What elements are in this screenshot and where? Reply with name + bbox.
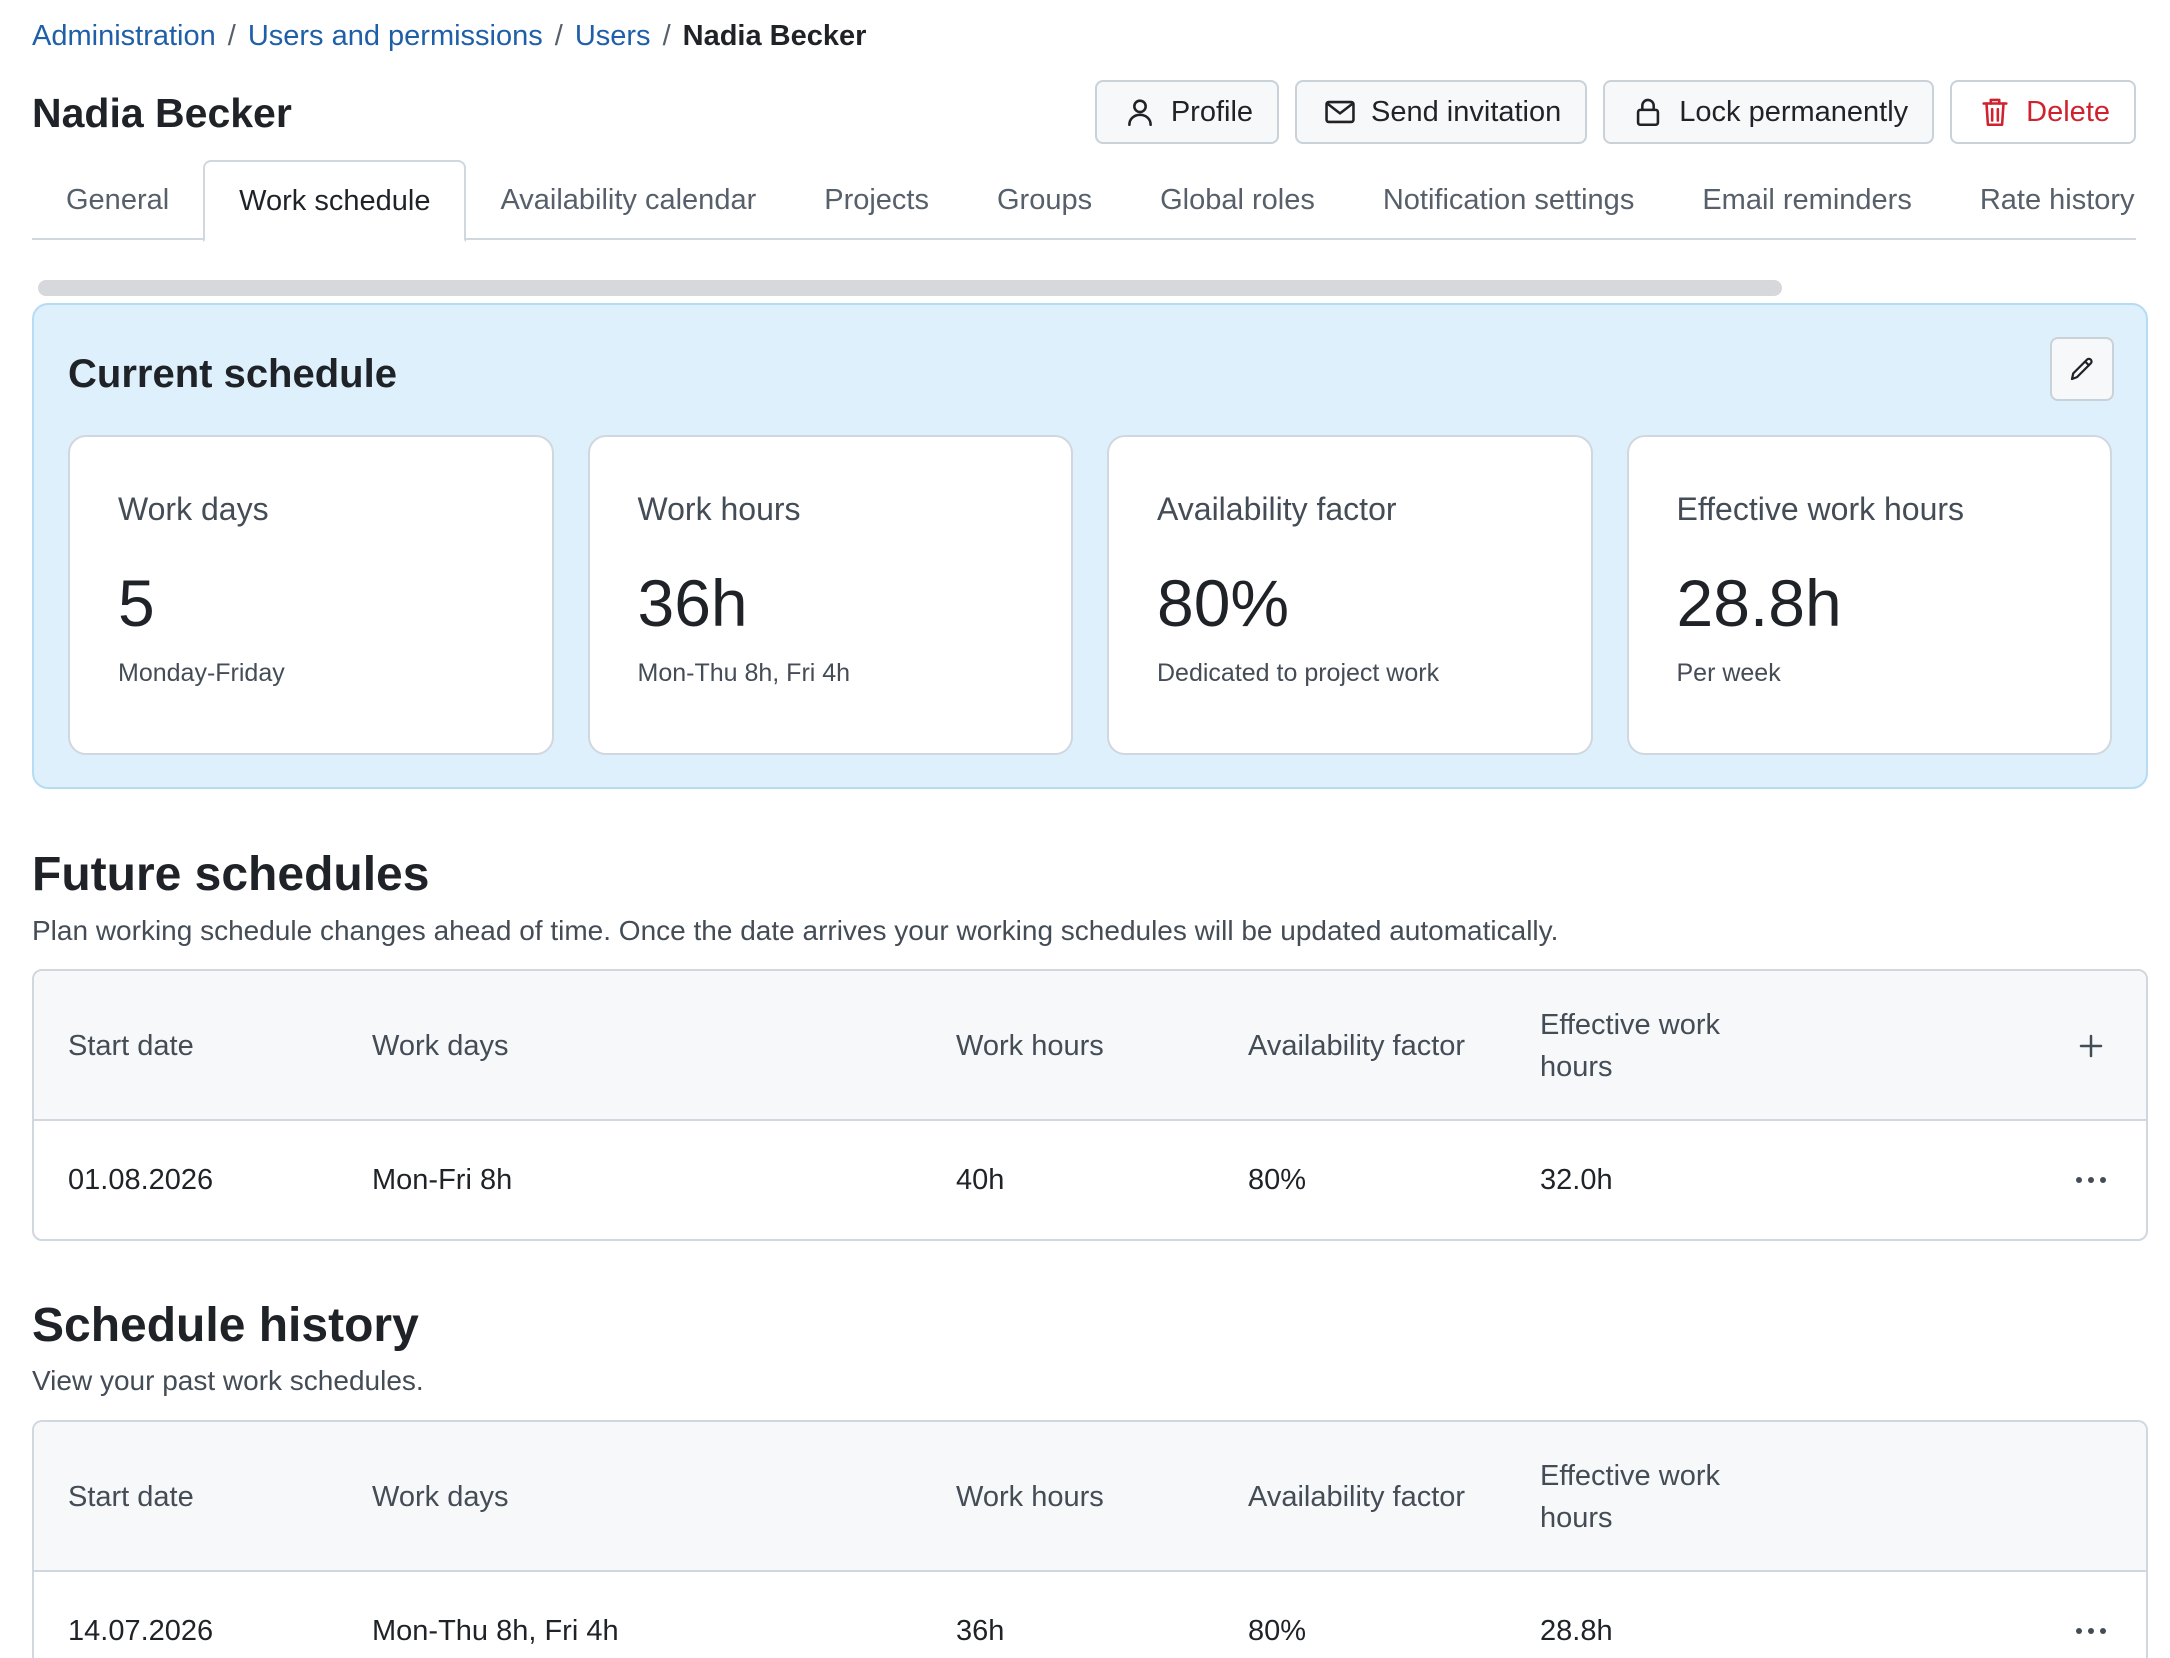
availability-factor-card: Availability factor 80% Dedicated to pro… [1107,435,1593,755]
breadcrumb-separator: / [554,20,563,52]
effective-work-hours-card: Effective work hours 28.8h Per week [1626,435,2112,755]
schedule-history-title: Schedule history [32,1299,419,1352]
breadcrumb-users-and-permissions[interactable]: Users and permissions [247,20,543,52]
future-schedules-title: Future schedules [32,848,430,901]
column-header-effective-work-hours: Effective work hours [1540,1009,1720,1083]
profile-button[interactable]: Profile [1094,80,1280,144]
column-header-effective-work-hours: Effective work hours [1540,1460,1720,1534]
table-header: Start date Work days Work hours Availabi… [34,1422,2146,1572]
column-header-availability-factor: Availability factor [1248,1481,1466,1513]
column-header-work-hours: Work hours [956,1030,1104,1062]
tab-projects[interactable]: Projects [824,183,929,216]
breadcrumb-separator: / [662,20,671,52]
work-hours-card: Work hours 36h Mon-Thu 8h, Fri 4h [587,435,1073,755]
cell-work-hours: 36h [956,1614,1005,1647]
schedule-summary-cards: Work days 5 Monday-Friday Work hours 36h… [68,435,2112,755]
plus-icon [2079,1034,2103,1058]
cell-availability-factor: 80% [1248,1163,1307,1196]
tab-bar: General Work schedule Availability calen… [32,160,2136,242]
tab-email-reminders[interactable]: Email reminders [1702,183,1912,216]
lock-permanently-button-label: Lock permanently [1679,95,1909,128]
column-header-start-date: Start date [68,1481,194,1513]
more-horizontal-icon [2076,1177,2106,1183]
cell-start-date: 01.08.2026 [68,1163,214,1196]
future-schedules-description: Plan working schedule changes ahead of t… [32,915,1559,946]
tab-notification-settings[interactable]: Notification settings [1382,183,1635,216]
current-schedule-title: Current schedule [68,352,397,396]
cell-effective-work-hours: 28.8h [1540,1614,1613,1647]
trash-icon [1982,98,2008,127]
column-header-work-days: Work days [372,1030,509,1062]
breadcrumb: Administration / Users and permissions /… [32,18,866,54]
tab-general[interactable]: General [66,183,170,216]
cell-work-days: Mon-Fri 8h [372,1163,513,1196]
edit-schedule-button[interactable] [2050,337,2114,401]
card-value: 80% [1157,566,1290,640]
cell-effective-work-hours: 32.0h [1540,1163,1613,1196]
send-invitation-button[interactable]: Send invitation [1295,80,1588,144]
tab-rate-history[interactable]: Rate history [1979,183,2135,216]
card-subtitle: Monday-Friday [118,659,285,687]
work-days-card: Work days 5 Monday-Friday [68,435,554,755]
pencil-icon [2070,357,2093,381]
cell-start-date: 14.07.2026 [68,1614,214,1647]
profile-button-label: Profile [1170,95,1254,128]
more-horizontal-icon [2076,1628,2106,1634]
column-header-work-hours: Work hours [956,1481,1104,1513]
breadcrumb-administration[interactable]: Administration [32,20,216,52]
delete-button-label: Delete [2026,95,2110,128]
card-subtitle: Per week [1676,659,1781,687]
table-row: 01.08.2026 Mon-Fri 8h 40h 80% 32.0h [34,1121,2146,1239]
table-header: Start date Work days Work hours Availabi… [34,971,2146,1121]
row-actions-button[interactable] [2066,1121,2116,1239]
envelope-icon [1325,100,1355,124]
card-value: 28.8h [1676,566,1842,640]
card-value: 36h [637,566,748,640]
schedule-history-table: Start date Work days Work hours Availabi… [32,1420,2148,1658]
cell-work-hours: 40h [956,1163,1005,1196]
card-label: Work hours [637,491,801,527]
delete-button[interactable]: Delete [1950,80,2136,144]
row-actions-button[interactable] [2066,1572,2116,1658]
add-future-schedule-button[interactable] [2066,971,2116,1121]
breadcrumb-separator: / [227,20,236,52]
tab-groups[interactable]: Groups [997,183,1093,216]
current-schedule-panel: Current schedule Work days 5 Monday-Frid… [32,303,2148,789]
column-header-work-days: Work days [372,1481,509,1513]
tab-global-roles[interactable]: Global roles [1160,183,1315,216]
tab-availability-calendar[interactable]: Availability calendar [500,183,757,216]
person-icon [1127,99,1152,127]
lock-permanently-button[interactable]: Lock permanently [1603,80,1935,144]
future-schedules-table: Start date Work days Work hours Availabi… [32,969,2148,1241]
column-header-availability-factor: Availability factor [1248,1030,1466,1062]
page-title: Nadia Becker [32,90,292,136]
breadcrumb-users[interactable]: Users [574,20,651,52]
lock-icon [1637,98,1660,127]
send-invitation-button-label: Send invitation [1371,95,1562,128]
card-subtitle: Dedicated to project work [1157,659,1440,687]
header-actions: Profile Send invitation Lock permanently… [1094,80,2136,144]
card-subtitle: Mon-Thu 8h, Fri 4h [637,659,851,687]
card-label: Work days [118,491,269,527]
column-header-start-date: Start date [68,1030,194,1062]
card-label: Availability factor [1157,491,1397,527]
tab-work-schedule[interactable]: Work schedule [203,160,467,242]
tabs-scrollbar[interactable] [38,280,1782,296]
card-value: 5 [118,566,155,640]
table-row: 14.07.2026 Mon-Thu 8h, Fri 4h 36h 80% 28… [34,1572,2146,1658]
schedule-history-description: View your past work schedules. [32,1365,424,1396]
cell-work-days: Mon-Thu 8h, Fri 4h [372,1614,619,1647]
card-label: Effective work hours [1676,491,1965,527]
breadcrumb-current: Nadia Becker [682,20,867,52]
cell-availability-factor: 80% [1248,1614,1307,1647]
